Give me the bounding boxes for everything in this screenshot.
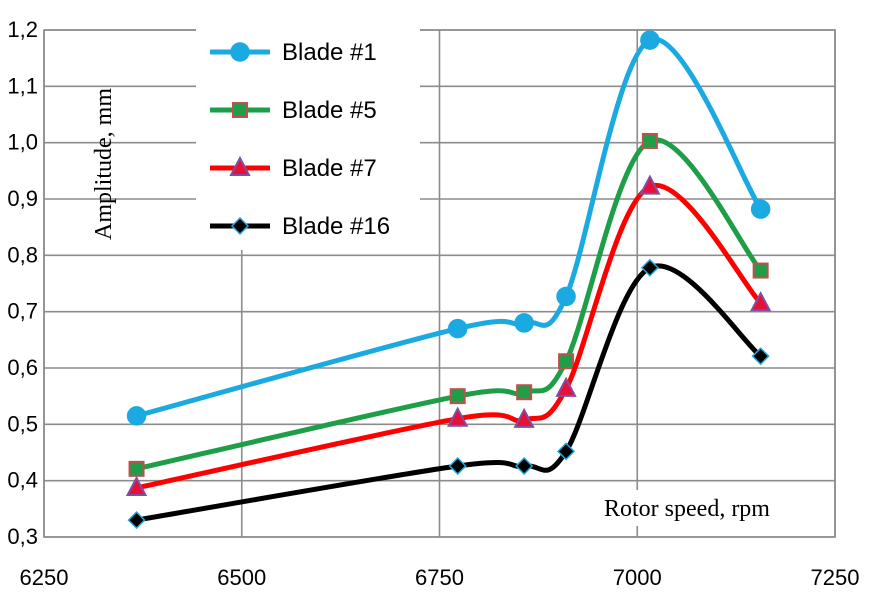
series-blade-5 bbox=[128, 132, 769, 477]
marker-point-blade-5 bbox=[641, 132, 658, 149]
series-line-blade-5 bbox=[134, 137, 764, 472]
marker-point-blade-1 bbox=[447, 318, 468, 339]
legend-label: Blade #16 bbox=[282, 213, 390, 240]
marker-point-blade-7 bbox=[447, 406, 469, 427]
marker-point-blade-7 bbox=[639, 174, 661, 195]
y-tick-label: 0,6 bbox=[7, 355, 38, 380]
legend-label: Blade #7 bbox=[282, 155, 377, 182]
marker-point-blade-16 bbox=[448, 456, 467, 476]
legend-item-blade-16: Blade #16 bbox=[210, 213, 390, 240]
marker-legend-blade-1 bbox=[230, 42, 250, 62]
marker-point-blade-16 bbox=[640, 258, 659, 277]
legend-background bbox=[196, 22, 420, 250]
marker-point-blade-1 bbox=[750, 199, 771, 219]
marker-legend-blade-5 bbox=[232, 102, 248, 118]
marker-point-blade-1 bbox=[126, 406, 147, 426]
marker-point-blade-16 bbox=[751, 347, 770, 366]
marker-point-blade-5 bbox=[128, 460, 145, 477]
series-blade-7 bbox=[125, 174, 772, 496]
y-tick-label: 0,4 bbox=[7, 468, 38, 493]
marker-point-blade-5 bbox=[752, 262, 769, 279]
y-tick-label: 0,9 bbox=[7, 186, 38, 211]
series-blade-1 bbox=[126, 30, 771, 426]
marker-point-blade-16 bbox=[515, 456, 534, 476]
marker-point-blade-7 bbox=[513, 407, 535, 428]
marker-point-blade-1 bbox=[556, 286, 576, 307]
y-tick-label: 0,7 bbox=[7, 299, 38, 324]
marker-point-blade-7 bbox=[749, 291, 772, 312]
marker-point-blade-7 bbox=[125, 475, 148, 496]
plot-frame bbox=[43, 29, 836, 538]
series-layer bbox=[125, 30, 772, 530]
legend: Blade #1 Blade #5 Blade #7 Blade #16 bbox=[196, 22, 420, 250]
legend-label: Blade #5 bbox=[282, 97, 377, 124]
marker-point-blade-5 bbox=[449, 388, 466, 405]
y-tick-label: 0,5 bbox=[7, 411, 38, 436]
x-axis-title-background bbox=[600, 490, 820, 526]
y-tick-label: 0,3 bbox=[7, 524, 38, 549]
x-tick-label: 6750 bbox=[415, 565, 464, 590]
marker-point-blade-1 bbox=[514, 313, 534, 333]
legend-label: Blade #1 bbox=[282, 39, 377, 66]
x-tick-label: 7250 bbox=[811, 565, 860, 590]
y-tick-label: 1,0 bbox=[7, 130, 38, 155]
marker-point-blade-16 bbox=[556, 442, 576, 461]
marker-point-blade-5 bbox=[558, 353, 575, 370]
marker-point-blade-16 bbox=[127, 511, 146, 530]
marker-legend-blade-16 bbox=[230, 216, 250, 236]
axis-layer: 0,3 0,4 0,5 0,6 0,7 0,8 0,9 1,0 1,1 1,2 6250 6500 67… bbox=[7, 17, 859, 590]
series-blade-16 bbox=[127, 258, 770, 530]
x-tick-label: 7000 bbox=[613, 565, 662, 590]
series-line-blade-1 bbox=[134, 36, 764, 419]
y-tick-label: 1,2 bbox=[7, 17, 38, 42]
y-tick-label: 1,1 bbox=[7, 73, 38, 98]
y-axis-title: Amplitude, mm bbox=[91, 88, 117, 240]
legend-item-blade-7: Blade #7 bbox=[210, 155, 377, 182]
x-axis-title: Rotor speed, rpm bbox=[604, 496, 770, 522]
y-tick-label: 0,8 bbox=[7, 242, 38, 267]
marker-legend-blade-7 bbox=[229, 155, 251, 176]
marker-point-blade-1 bbox=[640, 30, 660, 50]
legend-item-blade-1: Blade #1 bbox=[210, 39, 377, 66]
marker-point-blade-7 bbox=[555, 376, 577, 397]
series-line-blade-16 bbox=[134, 263, 764, 523]
marker-point-blade-5 bbox=[516, 384, 533, 401]
series-line-blade-7 bbox=[134, 182, 764, 491]
legend-item-blade-5: Blade #5 bbox=[210, 97, 377, 124]
x-tick-label: 6500 bbox=[217, 565, 266, 590]
x-tick-label: 6250 bbox=[20, 565, 69, 590]
